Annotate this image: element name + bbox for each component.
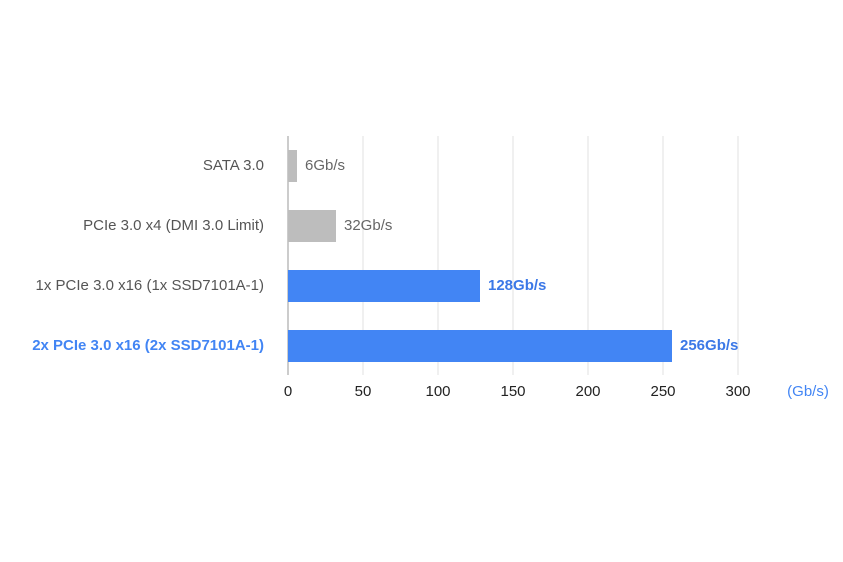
y-tick-label: 2x PCIe 3.0 x16 (2x SSD7101A-1) [32, 337, 264, 354]
y-tick-label: 1x PCIe 3.0 x16 (1x SSD7101A-1) [36, 277, 264, 294]
value-label: 32Gb/s [344, 217, 392, 234]
value-label: 6Gb/s [305, 157, 345, 174]
x-tick-label: 50 [355, 383, 372, 400]
y-tick-label: SATA 3.0 [203, 157, 264, 174]
x-axis-label: (Gb/s) [787, 383, 829, 400]
x-tick-label: 250 [650, 383, 675, 400]
bar [288, 270, 480, 302]
x-tick-label: 100 [425, 383, 450, 400]
y-tick-label: PCIe 3.0 x4 (DMI 3.0 Limit) [83, 217, 264, 234]
x-tick-label: 0 [284, 383, 292, 400]
x-tick-label: 150 [500, 383, 525, 400]
value-label: 256Gb/s [680, 337, 738, 354]
bar [288, 330, 672, 362]
bar [288, 210, 336, 242]
value-label: 128Gb/s [488, 277, 546, 294]
x-tick-label: 300 [725, 383, 750, 400]
bar [288, 150, 297, 182]
x-tick-label: 200 [575, 383, 600, 400]
